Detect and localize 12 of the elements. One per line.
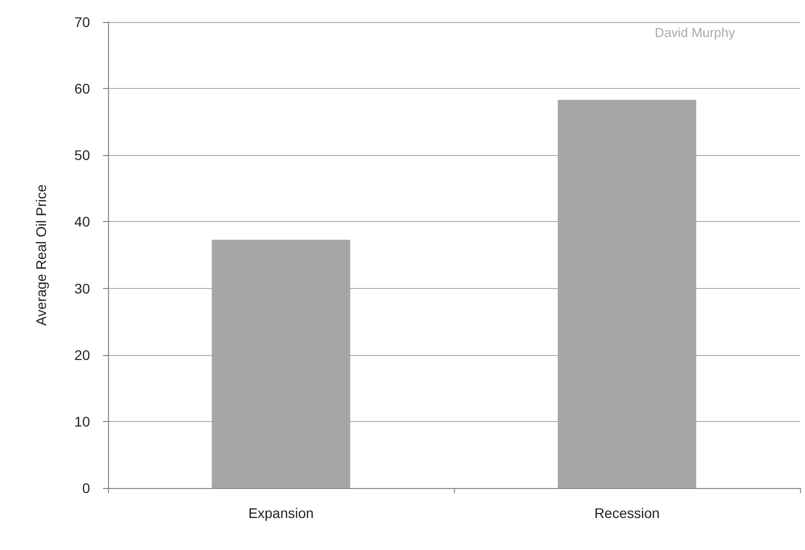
y-tick-label: 10	[74, 413, 90, 430]
x-tick-label: Recession	[594, 505, 660, 521]
annotation: David Murphy	[654, 25, 736, 40]
y-tick-label: 70	[74, 14, 90, 30]
y-tick-label: 50	[74, 147, 90, 164]
y-tick-label: 20	[74, 346, 90, 363]
x-tick-label: Expansion	[248, 505, 314, 521]
y-tick-label: 30	[74, 280, 90, 296]
y-tick-label: 60	[74, 80, 90, 97]
y-axis-title: Average Real Oil Price	[33, 184, 49, 326]
y-tick-label: 40	[74, 214, 90, 230]
y-tick-label: 0	[82, 480, 90, 496]
